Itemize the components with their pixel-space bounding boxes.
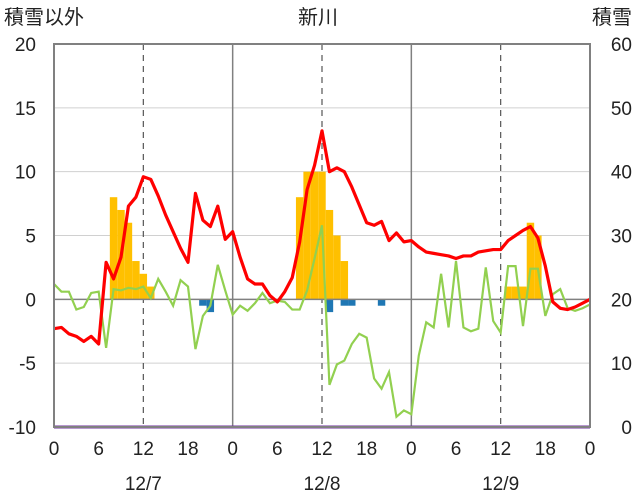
plot-frame bbox=[53, 43, 591, 428]
snowfall-bar bbox=[310, 171, 319, 300]
wind-line bbox=[53, 225, 591, 419]
snowfall-bar bbox=[109, 197, 118, 300]
x-tick-label: 0 bbox=[49, 439, 60, 460]
x-tick-label: 12 bbox=[490, 439, 511, 460]
x-tick-label: 6 bbox=[451, 439, 462, 460]
snowfall-bar bbox=[534, 235, 542, 300]
date-label: 12/9 bbox=[482, 474, 519, 495]
x-tick-label: 0 bbox=[406, 439, 417, 460]
x-tick-label: 0 bbox=[227, 439, 238, 460]
snowfall-bar bbox=[504, 286, 512, 300]
x-tick-label: 12 bbox=[311, 439, 332, 460]
precip-bar bbox=[348, 299, 356, 306]
temperature-line bbox=[53, 129, 591, 346]
x-tick-label: 6 bbox=[93, 439, 104, 460]
snowfall-bar bbox=[511, 286, 520, 300]
x-tick-label: 18 bbox=[177, 439, 198, 460]
snowfall-bar bbox=[526, 222, 535, 300]
snowfall-bar bbox=[132, 261, 140, 300]
left-axis-label: 積雪以外 bbox=[4, 6, 84, 29]
y-left-tick-label: 0 bbox=[25, 290, 36, 311]
y-right-tick-label: 50 bbox=[611, 99, 632, 120]
snowfall-bar bbox=[333, 235, 341, 300]
y-right-tick-label: 60 bbox=[611, 35, 632, 56]
x-tick-label: 18 bbox=[356, 439, 377, 460]
precip-bar bbox=[377, 299, 386, 306]
chart-title: 新川 bbox=[298, 6, 338, 29]
y-right-tick-label: 10 bbox=[611, 354, 632, 375]
y-left-tick-label: 10 bbox=[15, 163, 36, 184]
snowfall-bar bbox=[340, 261, 349, 300]
y-left-tick-label: 15 bbox=[15, 99, 36, 120]
y-right-tick-label: 40 bbox=[611, 163, 632, 184]
y-axis-right: 60 50 40 30 20 10 0 bbox=[611, 35, 632, 439]
precip-bar bbox=[340, 299, 349, 306]
precip-bar bbox=[325, 299, 334, 313]
x-tick-label: 6 bbox=[272, 439, 283, 460]
y-axis-left: 20 15 10 5 0 -5 -10 bbox=[9, 35, 36, 439]
x-axis: 0 6 12 18 0 6 12 18 0 6 12 18 0 bbox=[49, 439, 596, 460]
snowfall-bar bbox=[325, 209, 334, 300]
y-left-tick-label: -10 bbox=[9, 418, 36, 439]
y-left-tick-label: -5 bbox=[19, 354, 36, 375]
snowfall-bar bbox=[519, 286, 527, 300]
y-right-tick-label: 0 bbox=[621, 418, 632, 439]
y-right-tick-label: 30 bbox=[611, 227, 632, 248]
y-left-tick-label: 20 bbox=[15, 35, 36, 56]
y-left-tick-label: 5 bbox=[25, 227, 36, 248]
x-tick-label: 0 bbox=[585, 439, 596, 460]
snowfall-bar bbox=[303, 171, 311, 300]
date-labels: 12/7 12/8 12/9 bbox=[125, 474, 519, 495]
date-label: 12/8 bbox=[304, 474, 341, 495]
right-axis-label: 積雪 bbox=[592, 6, 632, 29]
precip-bar bbox=[199, 299, 207, 306]
snowfall-bar bbox=[124, 222, 133, 300]
x-tick-label: 18 bbox=[535, 439, 556, 460]
y-right-tick-label: 20 bbox=[611, 290, 632, 311]
x-tick-label: 12 bbox=[133, 439, 154, 460]
snowfall-bar bbox=[147, 286, 155, 300]
date-label: 12/7 bbox=[125, 474, 162, 495]
